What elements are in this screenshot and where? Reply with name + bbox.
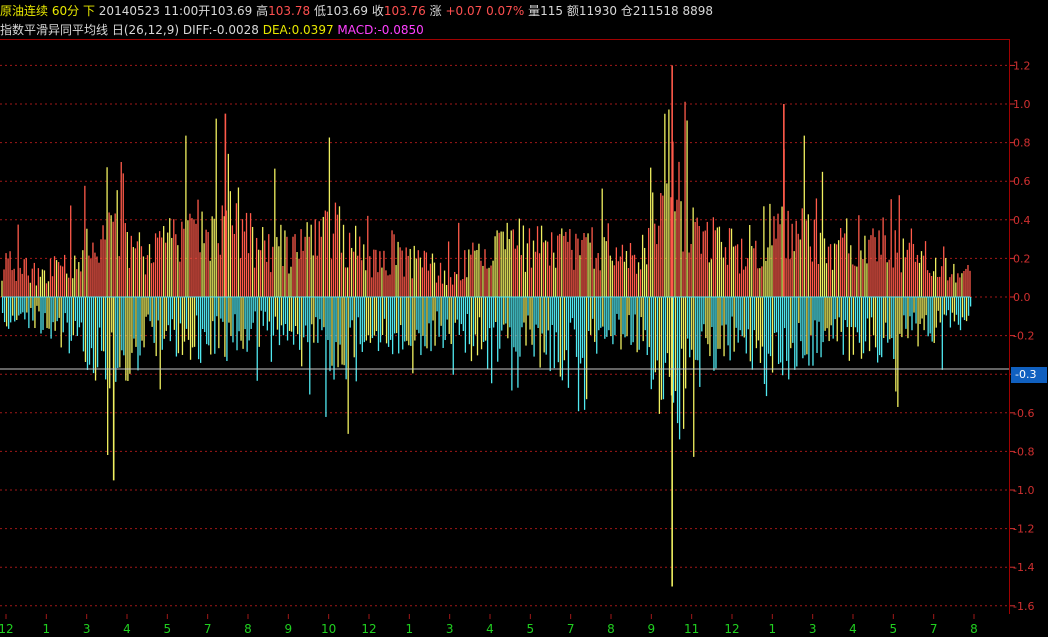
amount-label: 额 — [566, 4, 579, 18]
x-tick-label: 12 — [361, 622, 376, 636]
change-percent: 0.07% — [486, 4, 525, 18]
chart-frame — [0, 39, 1010, 614]
x-tick-label: 5 — [527, 622, 535, 636]
open-interest-value: 211518 — [632, 4, 679, 18]
y-tick-label: 0.2 — [1013, 252, 1031, 265]
x-tick-label: 12 — [0, 622, 14, 636]
y-tick-label: 1.2 — [1013, 59, 1031, 72]
dea-label: DEA: — [262, 23, 292, 37]
y-tick-label: -1.4 — [1013, 561, 1034, 574]
close-label: 收 — [371, 4, 384, 18]
high-value: 103.78 — [268, 4, 311, 18]
direction-label: 下 — [82, 4, 95, 18]
diff-label: DIFF: — [182, 23, 213, 37]
oi-label: 仓 — [620, 4, 633, 18]
cursor-value-box: -0.3 — [1011, 367, 1047, 383]
low-label: 低 — [313, 4, 326, 18]
x-tick-label: 3 — [809, 622, 817, 636]
open-label: 开 — [198, 4, 211, 18]
y-tick-label: -0.6 — [1013, 407, 1034, 420]
open-value: 103.69 — [210, 4, 253, 18]
extra-value: 8898 — [682, 4, 714, 18]
y-tick-label: -1.6 — [1013, 600, 1034, 613]
close-value: 103.76 — [383, 4, 426, 18]
x-tick-label: 3 — [446, 622, 454, 636]
x-tick-label: 8 — [970, 622, 978, 636]
x-tick-label: 11 — [684, 622, 699, 636]
x-tick-label: 7 — [567, 622, 575, 636]
x-tick-label: 9 — [285, 622, 293, 636]
y-tick-label: -1.0 — [1013, 484, 1034, 497]
y-tick-label: 0.8 — [1013, 137, 1031, 150]
y-tick-label: 0.6 — [1013, 175, 1031, 188]
x-tick-label: 8 — [244, 622, 252, 636]
y-tick-label: -1.2 — [1013, 523, 1034, 536]
y-tick-label: -0.2 — [1013, 330, 1034, 343]
x-tick-label: 1 — [406, 622, 414, 636]
low-value: 103.69 — [325, 4, 368, 18]
x-tick-label: 1 — [43, 622, 51, 636]
y-tick-label: 1.0 — [1013, 98, 1031, 111]
x-tick-label: 4 — [123, 622, 131, 636]
change-label: 涨 — [429, 4, 442, 18]
x-tick-label: 10 — [321, 622, 336, 636]
quote-header: 原油连续 60分 下 20140523 11:00开103.69 高103.78… — [0, 2, 1048, 20]
instrument-name[interactable]: 原油连续 — [0, 4, 49, 18]
x-tick-label: 5 — [164, 622, 172, 636]
y-tick-label: -0.8 — [1013, 445, 1034, 458]
diff-value: -0.0028 — [212, 23, 259, 37]
y-tick-label: 0.4 — [1013, 214, 1031, 227]
dea-value: 0.0397 — [291, 23, 334, 37]
x-tick-label: 1 — [769, 622, 777, 636]
x-tick-label: 8 — [607, 622, 615, 636]
indicator-params[interactable]: (26,12,9) — [123, 23, 180, 37]
y-axis: 1.21.00.80.60.40.20.0-0.2-0.4-0.6-0.8-1.… — [1010, 59, 1034, 613]
x-axis: 12 1 3 4 5 7 8 9 10 12 1 3 4 5 7 8 9 11 12 1 3 4 5 7 8 — [0, 614, 978, 636]
high-label: 高 — [256, 4, 269, 18]
period-label[interactable]: 60分 — [51, 4, 80, 18]
x-tick-label: 9 — [648, 622, 656, 636]
macd-label: MACD: — [337, 23, 378, 37]
macd-bars — [1, 65, 972, 587]
x-tick-label: 4 — [849, 622, 857, 636]
x-tick-label: 7 — [204, 622, 212, 636]
indicator-name[interactable]: 指数平滑异同平均线 — [0, 23, 109, 37]
x-tick-label: 4 — [486, 622, 494, 636]
change-value: +0.07 — [445, 4, 483, 18]
x-tick-label: 3 — [83, 622, 91, 636]
volume-value: 115 — [540, 4, 563, 18]
indicator-header: 指数平滑异同平均线 日(26,12,9) DIFF:-0.0028 DEA:0.… — [0, 21, 1010, 39]
x-tick-label: 12 — [724, 622, 739, 636]
y-tick-label: 0.0 — [1013, 291, 1031, 304]
datetime: 20140523 11:00 — [98, 4, 199, 18]
volume-label: 量 — [528, 4, 541, 18]
amount-value: 11930 — [578, 4, 618, 18]
x-tick-label: 7 — [930, 622, 938, 636]
x-tick-label: 5 — [890, 622, 898, 636]
indicator-period-marker: 日 — [111, 23, 124, 37]
macd-value: -0.0850 — [377, 23, 424, 37]
